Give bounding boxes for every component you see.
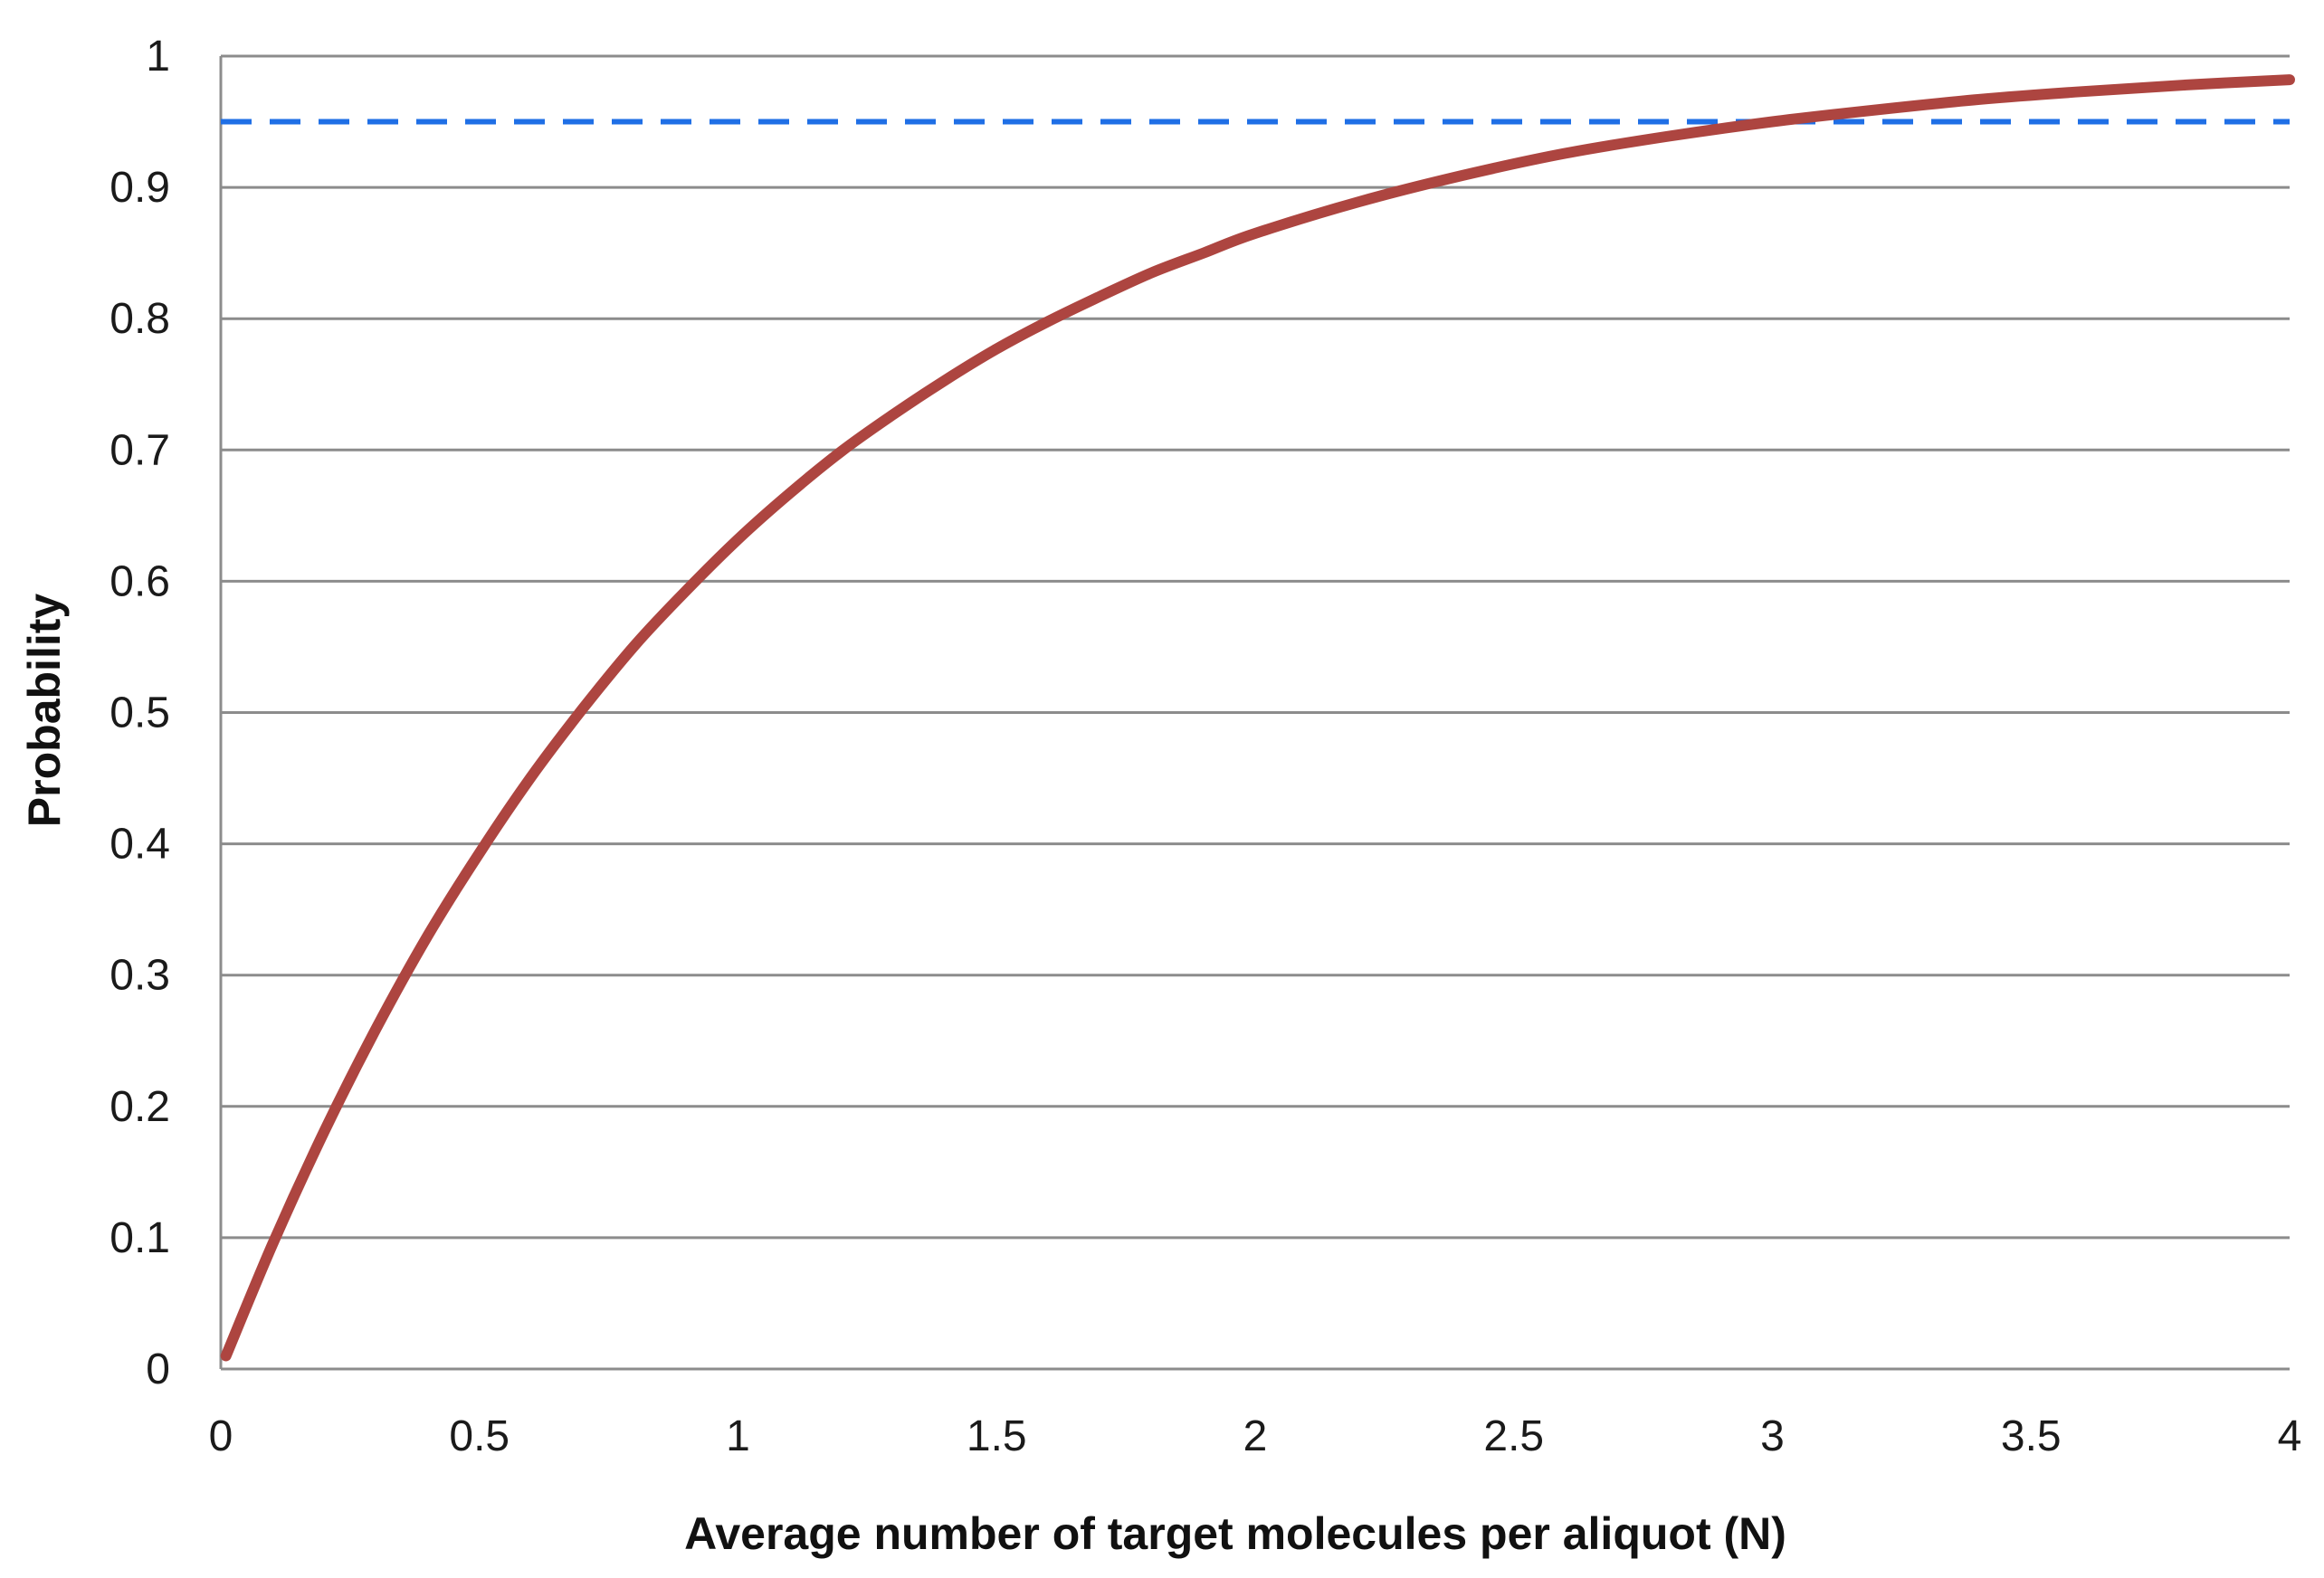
y-tick-label: 0.9: [110, 164, 170, 212]
y-tick-label: 0.2: [110, 1083, 170, 1131]
x-tick-label: 2.5: [1483, 1412, 1544, 1460]
y-tick-label: 0.7: [110, 426, 170, 474]
x-tick-label: 1: [726, 1412, 750, 1460]
y-tick-label: 0.3: [110, 952, 170, 1000]
y-tick-labels: 0 0.1 0.2 0.3 0.4 0.5 0.6 0.7 0.8 0.9 1: [110, 33, 170, 1393]
x-tick-label: 3: [1760, 1412, 1785, 1460]
x-tick-label: 3.5: [2001, 1412, 2062, 1460]
x-axis-title: Average number of target molecules per a…: [684, 1508, 1786, 1559]
x-tick-label: 1.5: [967, 1412, 1027, 1460]
series-line-probability: [220, 74, 2295, 1362]
x-tick-labels: 0 0.5 1 1.5 2 2.5 3 3.5 4: [209, 1412, 2302, 1460]
x-tick-label: 4: [2278, 1412, 2302, 1460]
y-axis-title: Probability: [19, 594, 70, 828]
series-lines: [220, 74, 2295, 1362]
y-tick-label: 0.6: [110, 557, 170, 605]
y-tick-label: 0.4: [110, 821, 170, 869]
y-tick-label: 0.5: [110, 689, 170, 737]
y-tick-label: 0: [146, 1345, 170, 1393]
x-tick-label: 0: [209, 1412, 233, 1460]
gridlines: [219, 54, 2290, 1371]
y-tick-label: 0.1: [110, 1214, 170, 1262]
x-tick-label: 2: [1243, 1412, 1268, 1460]
x-tick-label: 0.5: [449, 1412, 510, 1460]
y-tick-label: 0.8: [110, 295, 170, 343]
y-tick-label: 1: [146, 33, 170, 81]
